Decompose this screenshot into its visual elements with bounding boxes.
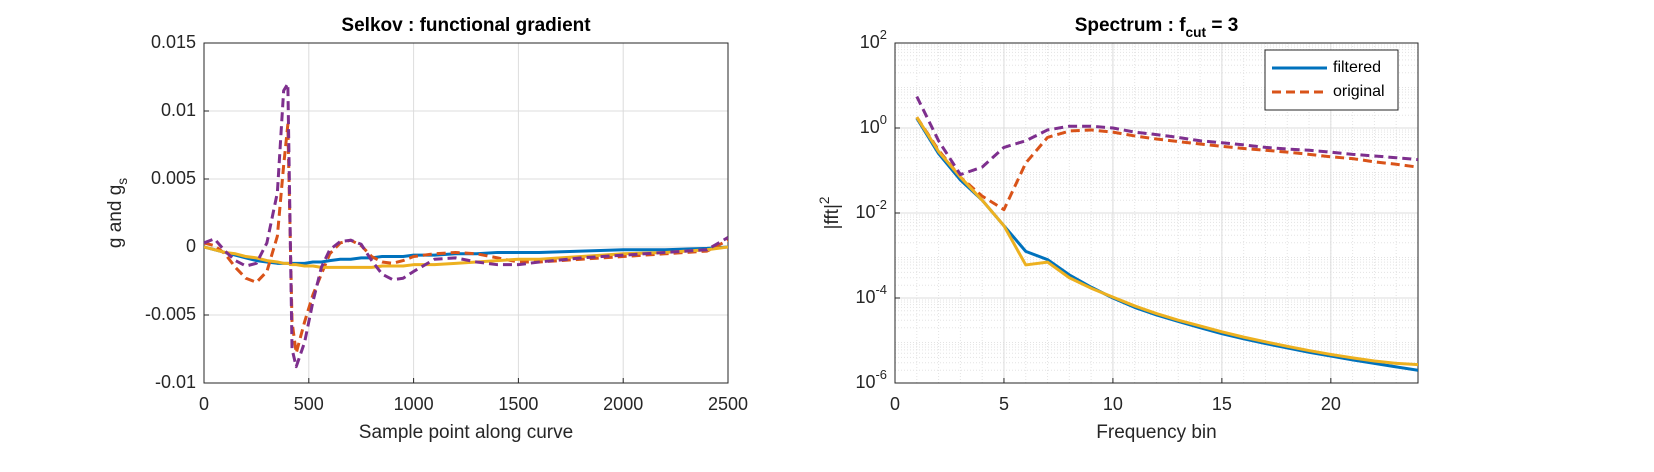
y-tick-label: 10-4 bbox=[855, 282, 887, 307]
data-line bbox=[204, 82, 728, 369]
data-line bbox=[915, 95, 1418, 177]
chart-title: Spectrum : fcut = 3 bbox=[1075, 15, 1239, 40]
x-tick-label: 15 bbox=[1212, 394, 1232, 414]
y-tick-label: 0 bbox=[186, 236, 196, 256]
x-tick-label: 2500 bbox=[708, 394, 748, 414]
x-tick-label: 5 bbox=[999, 394, 1009, 414]
x-axis-label: Sample point along curve bbox=[359, 422, 573, 443]
data-line bbox=[204, 245, 728, 269]
legend-label: filtered bbox=[1333, 59, 1381, 76]
y-tick-label: 102 bbox=[860, 27, 887, 52]
x-axis-label: Frequency bin bbox=[1096, 422, 1216, 443]
y-axis-label: g and gs bbox=[105, 178, 130, 248]
legend-box bbox=[1264, 49, 1399, 111]
plot-area bbox=[204, 43, 728, 383]
x-tick-label: 0 bbox=[890, 394, 900, 414]
axes-box bbox=[203, 42, 729, 384]
x-tick-label: 1000 bbox=[394, 394, 434, 414]
data-line bbox=[915, 116, 1418, 367]
y-tick-label: -0.005 bbox=[145, 304, 196, 324]
legend-label: original bbox=[1333, 83, 1385, 100]
x-tick-label: 1500 bbox=[498, 394, 538, 414]
y-tick-label: 10-6 bbox=[855, 367, 887, 392]
y-axis-label: |fft|2 bbox=[817, 197, 843, 230]
y-tick-label: 0.005 bbox=[151, 168, 196, 188]
x-tick-label: 0 bbox=[199, 394, 209, 414]
x-tick-label: 10 bbox=[1103, 394, 1123, 414]
x-tick-label: 2000 bbox=[603, 394, 643, 414]
x-tick-label: 500 bbox=[294, 394, 324, 414]
y-tick-label: 0.015 bbox=[151, 32, 196, 52]
y-tick-label: 10-2 bbox=[855, 197, 887, 222]
y-tick-label: 100 bbox=[860, 112, 887, 137]
y-tick-label: -0.01 bbox=[155, 372, 196, 392]
data-line bbox=[204, 245, 728, 265]
chart-title: Selkov : functional gradient bbox=[341, 15, 591, 36]
x-tick-label: 20 bbox=[1321, 394, 1341, 414]
axes-box bbox=[894, 42, 1419, 384]
y-tick-label: 0.01 bbox=[161, 100, 196, 120]
